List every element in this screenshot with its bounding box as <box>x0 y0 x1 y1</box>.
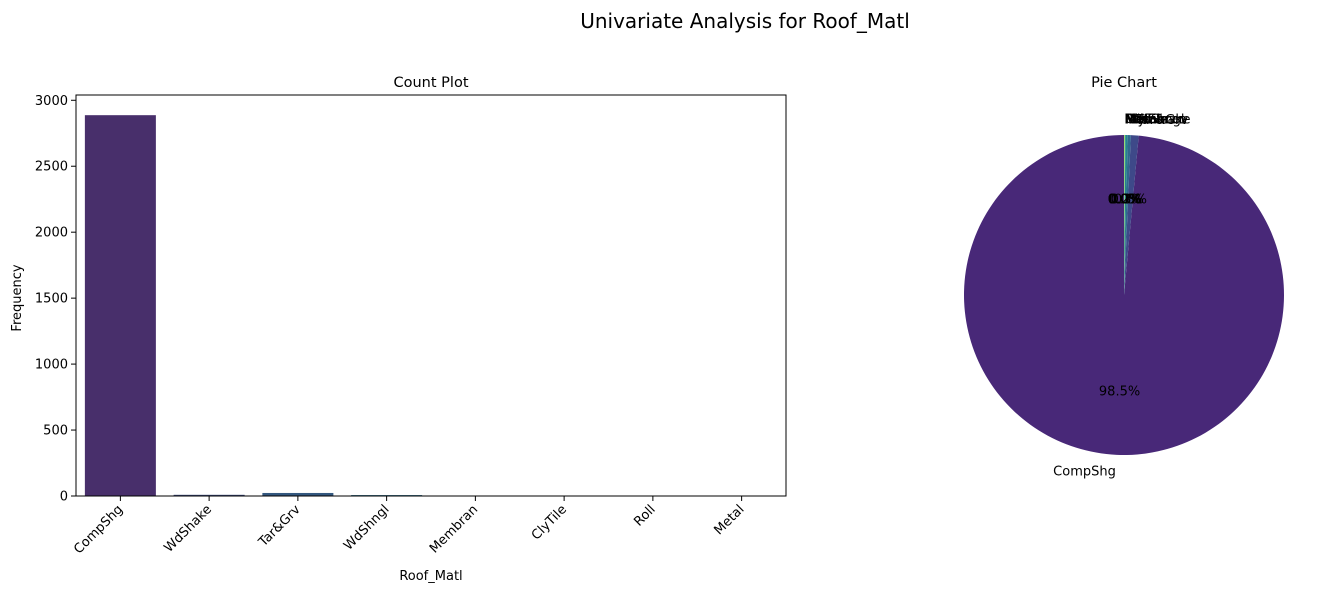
y-tick-label: 1500 <box>35 292 68 307</box>
bar-marks <box>84 115 778 496</box>
pie-slice <box>1124 135 1125 295</box>
pie-pct-label: 98.5% <box>1099 384 1140 399</box>
y-tick-label: 500 <box>43 424 68 439</box>
pie-chart-title: Pie Chart <box>1091 75 1157 91</box>
x-tick-label: ClyTile <box>529 502 570 543</box>
plot-frame <box>75 94 787 497</box>
bar <box>262 492 334 496</box>
y-tick-label: 2500 <box>35 160 68 175</box>
y-tick-label: 1000 <box>35 358 68 373</box>
pie-pct-label: 0.0% <box>1108 193 1141 208</box>
pie-slice <box>1124 135 1131 295</box>
x-axis-ticks: CompShg WdShake Tar&Grv WdShngl Membran ClyTi… <box>71 496 747 557</box>
y-axis-label: Frequency <box>10 264 25 331</box>
y-tick-label: 0 <box>60 490 68 505</box>
pie-chart: Pie Chart CompShg 98.5% Tar&Grv 0.8% WdShake… <box>963 75 1284 480</box>
count-plot: Count Plot 0 500 1000 1500 2000 2500 3000 Comp… <box>10 75 787 584</box>
pie-pct-label: 0.0% <box>1108 193 1141 208</box>
count-plot-title: Count Plot <box>394 75 469 91</box>
pie-pct-label: 0.3% <box>1111 193 1144 208</box>
pie-pct-label: 0.2% <box>1109 193 1142 208</box>
x-tick-label: Roll <box>631 502 658 529</box>
pie-label: ClyTile <box>1125 113 1168 128</box>
pie-labels: CompShg 98.5% Tar&Grv 0.8% WdShake 0.3% WdShng… <box>1053 113 1190 480</box>
pie-label: Tar&Grv <box>1135 113 1189 128</box>
x-tick-label: WdShngl <box>341 502 392 553</box>
pie-slice <box>1124 135 1126 295</box>
x-tick-label: Metal <box>711 502 747 538</box>
pie-pct-label: 0.0% <box>1108 193 1141 208</box>
y-axis-ticks: 0 500 1000 1500 2000 2500 3000 <box>35 94 76 505</box>
y-tick-label: 2000 <box>35 226 68 241</box>
x-axis-label: Roof_Matl <box>399 569 462 584</box>
pie-slices <box>963 135 1284 455</box>
bar <box>84 115 156 496</box>
x-tick-label: Tar&Grv <box>255 502 304 551</box>
pie-slice <box>1124 135 1139 295</box>
pie-pct-label: 0.8% <box>1114 193 1147 208</box>
pie-slice <box>1124 135 1126 295</box>
figure-suptitle: Univariate Analysis for Roof_Matl <box>580 9 910 33</box>
x-tick-label: Membran <box>427 502 481 556</box>
pie-slice <box>1124 135 1128 295</box>
pie-label: Roll <box>1125 113 1149 128</box>
pie-pct-label: 0.0% <box>1108 193 1141 208</box>
x-tick-label: WdShake <box>161 502 214 555</box>
x-tick-label: CompShg <box>71 502 126 557</box>
pie-label: WdShngl <box>1127 113 1185 128</box>
pie-label: Metal <box>1124 113 1160 128</box>
y-tick-label: 3000 <box>35 94 68 109</box>
pie-label: WdShake <box>1130 113 1191 128</box>
bar <box>173 494 245 496</box>
pie-label: Membran <box>1125 113 1187 128</box>
pie-label: CompShg <box>1053 464 1116 479</box>
